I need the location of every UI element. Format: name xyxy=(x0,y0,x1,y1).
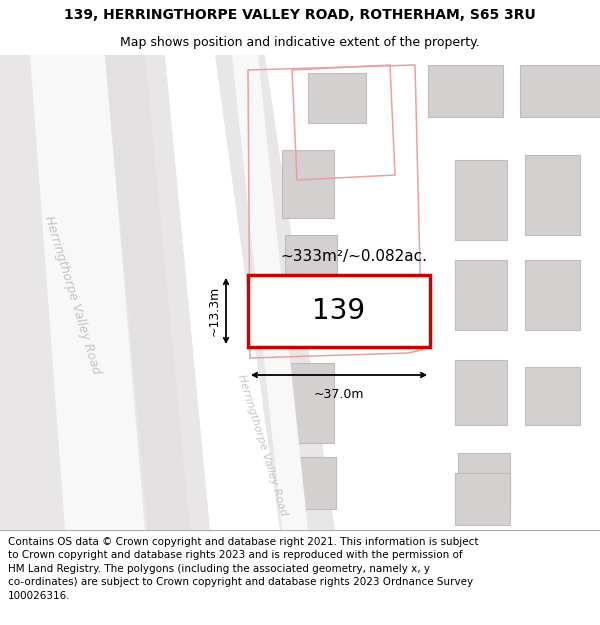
Bar xyxy=(520,65,600,117)
Text: 139, HERRINGTHORPE VALLEY ROAD, ROTHERHAM, S65 3RU: 139, HERRINGTHORPE VALLEY ROAD, ROTHERHA… xyxy=(64,8,536,22)
Text: ~37.0m: ~37.0m xyxy=(314,388,364,401)
Text: Herringthorpe Valley Road: Herringthorpe Valley Road xyxy=(41,214,103,376)
Bar xyxy=(282,150,334,218)
Text: ~333m²/~0.082ac.: ~333m²/~0.082ac. xyxy=(281,249,427,264)
Bar xyxy=(455,160,507,240)
Bar xyxy=(455,473,510,525)
Bar xyxy=(455,260,507,330)
Text: Map shows position and indicative extent of the property.: Map shows position and indicative extent… xyxy=(120,36,480,49)
Polygon shape xyxy=(30,55,145,530)
Bar xyxy=(285,235,337,287)
Bar xyxy=(428,65,503,117)
Bar xyxy=(284,363,334,443)
Bar xyxy=(308,73,366,123)
Polygon shape xyxy=(232,55,308,530)
Text: ~13.3m: ~13.3m xyxy=(208,286,221,336)
Bar xyxy=(248,275,430,347)
Text: Herringthorpe Valley Road: Herringthorpe Valley Road xyxy=(236,373,289,517)
Polygon shape xyxy=(0,55,210,530)
Bar xyxy=(286,457,336,509)
Polygon shape xyxy=(215,55,335,530)
Text: Contains OS data © Crown copyright and database right 2021. This information is : Contains OS data © Crown copyright and d… xyxy=(8,537,478,601)
Polygon shape xyxy=(105,55,190,530)
Text: 139: 139 xyxy=(313,297,365,325)
Bar xyxy=(525,367,580,425)
Bar xyxy=(455,360,507,425)
Bar xyxy=(458,453,510,508)
Bar xyxy=(525,260,580,330)
Bar xyxy=(525,155,580,235)
